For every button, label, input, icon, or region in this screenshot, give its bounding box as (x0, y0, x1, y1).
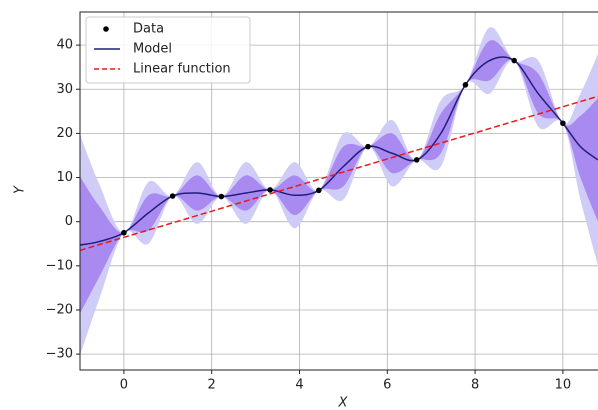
y-tick-label: −30 (46, 347, 73, 362)
data-point (316, 187, 322, 194)
axes: 0 2 4 6 8 10 −30 −20 −10 0 10 20 30 40 (46, 11, 598, 393)
x-tick-label: 0 (120, 378, 128, 393)
series-line (80, 56, 598, 246)
plot-area (80, 27, 598, 356)
legend-box (85, 16, 251, 84)
x-axis-label: X (338, 396, 349, 410)
y-tick-label: 0 (65, 214, 73, 229)
x-tick-label: 6 (383, 378, 391, 393)
legend-label: Linear function (133, 62, 231, 77)
axis-frame (79, 11, 598, 371)
x-tick-label: 8 (471, 378, 479, 393)
legend-label: Data (133, 22, 164, 37)
legend: Data Model Linear function (85, 16, 251, 84)
data-point (462, 82, 469, 88)
y-tick-label: −20 (46, 302, 73, 317)
data-point (169, 193, 176, 199)
uncertainty-band (80, 27, 598, 356)
uncertainty-band (80, 40, 598, 314)
y-tick-label: 20 (56, 126, 73, 141)
x-tick-label: 10 (555, 378, 572, 393)
data-point (511, 57, 517, 64)
legend-label: Model (133, 42, 172, 57)
series-line (80, 95, 598, 252)
y-axis-label: Y (13, 185, 28, 194)
grid (80, 12, 598, 370)
data-point (560, 120, 566, 127)
legend-marker (103, 26, 109, 32)
x-tick-label: 4 (295, 378, 303, 393)
y-tick-label: 30 (56, 82, 73, 97)
y-tick-label: 40 (56, 38, 73, 53)
data-point (413, 157, 420, 163)
x-tick-label: 2 (208, 378, 216, 393)
data-point (121, 229, 127, 236)
data-point (267, 187, 273, 193)
y-tick-label: 10 (56, 170, 73, 185)
y-tick-label: −10 (46, 258, 73, 273)
data-point (365, 143, 371, 150)
data-point (218, 193, 225, 200)
